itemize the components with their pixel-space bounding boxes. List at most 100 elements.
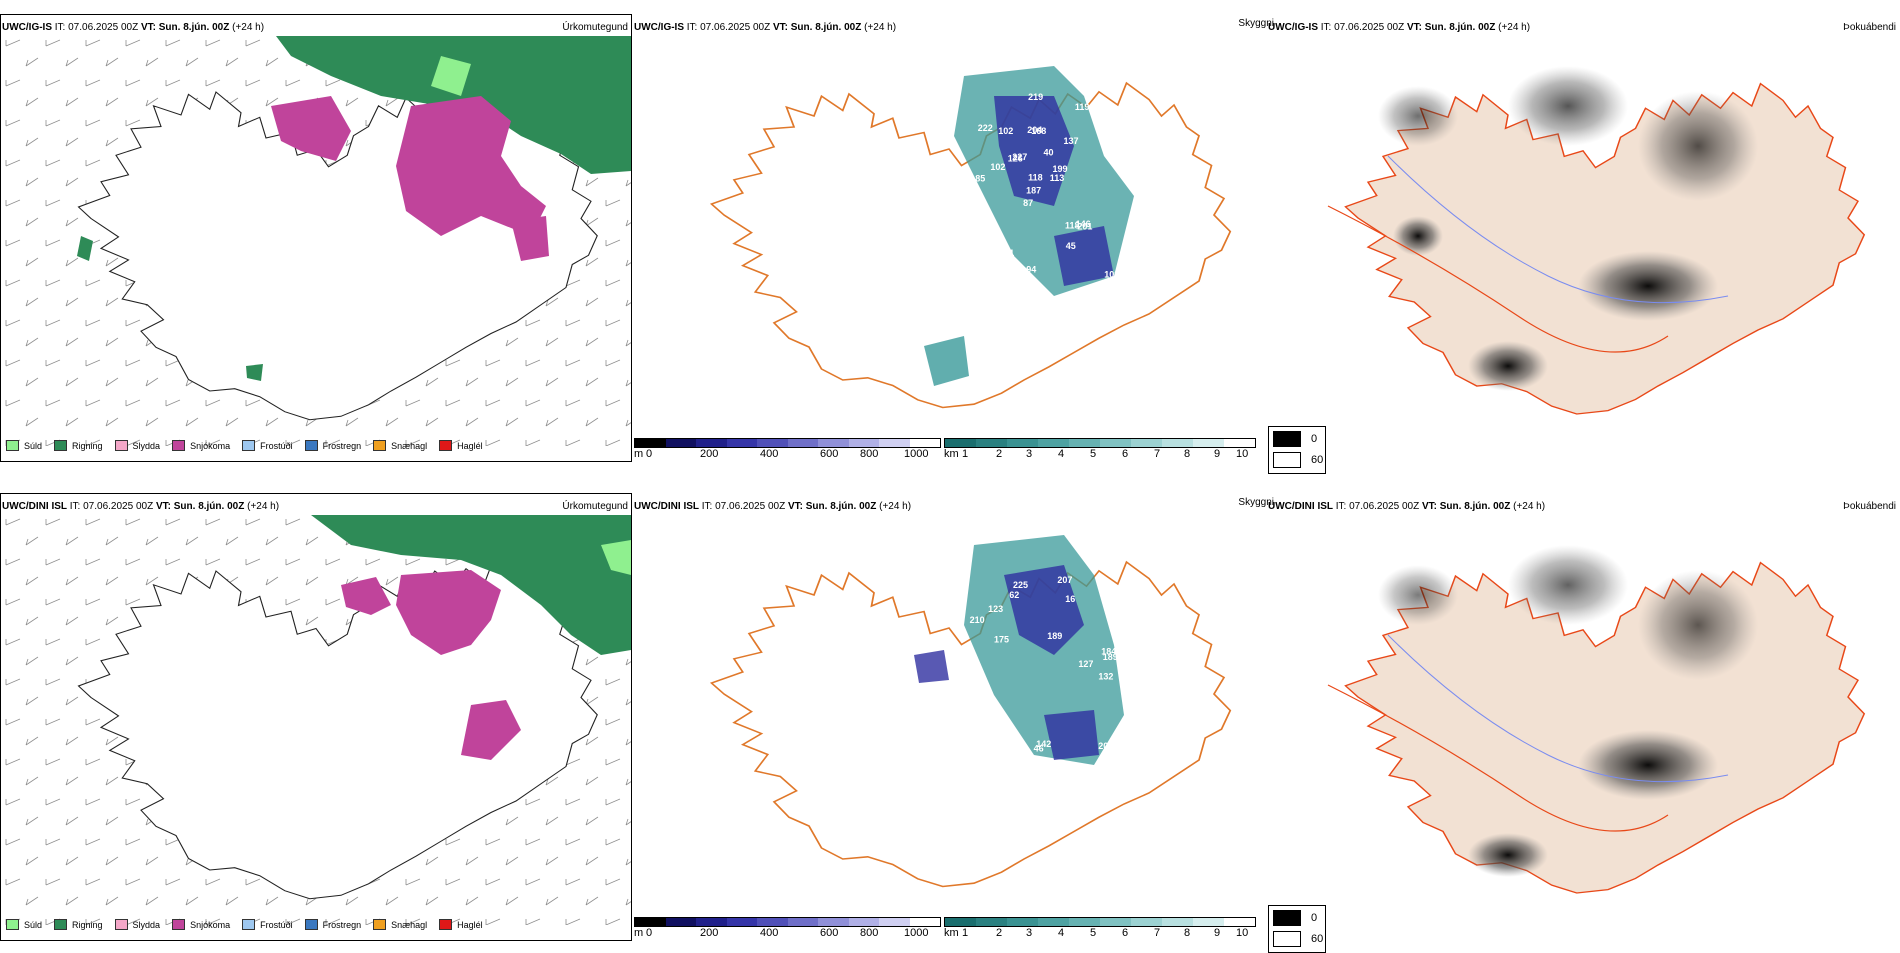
cloud-unit: m bbox=[634, 927, 644, 939]
tick-label: 9 bbox=[1214, 927, 1221, 939]
cloud-base-value: 96 bbox=[981, 249, 991, 259]
cloud-base-value: 222 bbox=[978, 123, 993, 133]
legend-item: Slydda bbox=[114, 440, 160, 451]
cloud-base-value: 220 bbox=[1093, 294, 1108, 304]
cloud-base-value: 123 bbox=[988, 604, 1003, 614]
snow-area-2 bbox=[271, 96, 351, 161]
drizzle-area bbox=[431, 56, 471, 96]
legend-item: Snæhagl bbox=[373, 919, 427, 930]
visibility-unit: km bbox=[944, 927, 959, 939]
visibility-kind-title: Skyggni bbox=[1238, 18, 1274, 29]
legend-item: Snæhagl bbox=[373, 440, 427, 451]
cloud-base-value: 94 bbox=[1026, 264, 1036, 274]
precip-map-frame bbox=[0, 493, 632, 941]
tick-label: 200 bbox=[700, 448, 719, 460]
tick-label: 800 bbox=[860, 927, 879, 939]
fog-legend: 0 60 bbox=[1268, 905, 1326, 953]
tick-label: 600 bbox=[820, 448, 839, 460]
cloud-base-value: 168 bbox=[1031, 126, 1046, 136]
tick-label: 4 bbox=[1058, 448, 1065, 460]
precip-legend: Súld Rigning Slydda Snjókoma Frostúði Fr… bbox=[6, 440, 495, 451]
cloud-base-value: 118 bbox=[1065, 220, 1080, 230]
cloud-base-value: 102 bbox=[1104, 269, 1119, 279]
snow-area bbox=[396, 96, 546, 236]
fog-map bbox=[1327, 545, 1865, 894]
cloud-base-value: 187 bbox=[1026, 186, 1041, 196]
cloud-base-value: 113 bbox=[1050, 173, 1065, 183]
fog-legend-max: 60 bbox=[1311, 454, 1324, 466]
tick-label: 6 bbox=[1122, 448, 1129, 460]
tick-label: 3 bbox=[1026, 448, 1033, 460]
panel-title: UWC/IG-IS IT: 07.06.2025 00Z VT: Sun. 8.… bbox=[2, 22, 265, 33]
cloud-base-value: 139 bbox=[994, 275, 1009, 285]
precip-legend: Súld Rigning Slydda Snjókoma Frostúði Fr… bbox=[6, 919, 495, 930]
cloud-base-value: 111 bbox=[1108, 756, 1122, 766]
tick-label: 2 bbox=[996, 927, 1003, 939]
tick-label: 400 bbox=[760, 927, 779, 939]
precip-kind-title: Úrkomutegund bbox=[562, 22, 628, 33]
precip-map-frame bbox=[0, 14, 632, 462]
cloud-base-value: 189 bbox=[1103, 652, 1118, 662]
cloud-base-value: 230 bbox=[1124, 166, 1139, 176]
fog-legend-min: 0 bbox=[1311, 912, 1318, 924]
tick-label: 10 bbox=[1236, 927, 1249, 939]
cloud-base-value: 189 bbox=[1047, 631, 1062, 641]
tick-label: 2 bbox=[996, 448, 1003, 460]
tick-label: 8 bbox=[1184, 927, 1191, 939]
cloud-base-value: 204 bbox=[1027, 125, 1042, 135]
legend-item: Frostúði bbox=[242, 440, 293, 451]
fog-legend-max: 60 bbox=[1311, 933, 1324, 945]
fog-panel-row1: UWC/IG-IS IT: 07.06.2025 00Z VT: Sun. 8.… bbox=[1268, 14, 1900, 474]
cloud-base-value: 87 bbox=[1023, 198, 1033, 208]
cloud-value-labels: 20 171 201 189 209 225 184 64 181 175 163 210 132 09 8… bbox=[970, 575, 1131, 791]
cloud-base-value: 131 bbox=[1022, 772, 1037, 782]
cloud-panel-row2: UWC/DINI ISL IT: 07.06.2025 00Z VT: Sun.… bbox=[634, 493, 1274, 943]
legend-item: Haglél bbox=[439, 440, 483, 451]
cloud-base-value: 119 bbox=[1075, 102, 1090, 112]
legend-item: Frostregn bbox=[304, 919, 361, 930]
cloud-base-value: 146 bbox=[1117, 154, 1132, 164]
cloud-base-value: 45 bbox=[1066, 241, 1076, 251]
precip-kind-title: Úrkomutegund bbox=[562, 501, 628, 512]
cloud-base-value: 80 bbox=[970, 299, 980, 309]
visibility-kind-title: Skyggni bbox=[1238, 497, 1274, 508]
legend-item: Snjókoma bbox=[172, 919, 230, 930]
cloud-base-value: 102 bbox=[990, 162, 1005, 172]
cloud-base-value: 09 bbox=[1024, 782, 1034, 792]
tick-label: 8 bbox=[1184, 448, 1191, 460]
tick-label: 5 bbox=[1090, 927, 1097, 939]
cloud-base-value: 99 bbox=[969, 285, 979, 295]
panel-title: UWC/DINI ISL IT: 07.06.2025 00Z VT: Sun.… bbox=[634, 501, 912, 512]
tick-label: 800 bbox=[860, 448, 879, 460]
cloud-base-value: 201 bbox=[1113, 751, 1128, 761]
tick-label: 0 bbox=[646, 927, 653, 939]
tick-label: 200 bbox=[700, 927, 719, 939]
legend-item: Frostúði bbox=[242, 919, 293, 930]
cloud-base-value: 137 bbox=[1064, 136, 1079, 146]
tick-label: 9 bbox=[1214, 448, 1221, 460]
cloud-base-value: 42 bbox=[983, 298, 993, 308]
panel-title: UWC/IG-IS IT: 07.06.2025 00Z VT: Sun. 8.… bbox=[634, 22, 897, 33]
fog-kind-title: Þokuábendi bbox=[1843, 22, 1896, 33]
cloud-base-value: 62 bbox=[1009, 590, 1019, 600]
cloud-map: 20 171 201 189 209 225 184 64 181 175 163 210 132 09 8… bbox=[710, 535, 1232, 888]
tick-label: 6 bbox=[1122, 927, 1129, 939]
cloud-base-value: 259 bbox=[1109, 146, 1124, 156]
cloud-base-value: 59 bbox=[973, 689, 983, 699]
tick-label: 1 bbox=[962, 448, 969, 460]
precip-map bbox=[1, 36, 631, 446]
tick-label: 5 bbox=[1090, 448, 1097, 460]
cloud-base-value: 85 bbox=[975, 174, 985, 184]
legend-item: Snjókoma bbox=[172, 440, 230, 451]
cloud-base-value: 210 bbox=[970, 615, 985, 625]
legend-item: Haglél bbox=[439, 919, 483, 930]
cloud-base-value: 132 bbox=[1098, 671, 1113, 681]
cloud-base-value: 227 bbox=[1012, 152, 1027, 162]
cloud-base-value: 40 bbox=[1044, 148, 1054, 158]
cloud-unit: m bbox=[634, 448, 644, 460]
cloud-base-value: 175 bbox=[994, 634, 1009, 644]
cloud-base-value: 571 bbox=[999, 248, 1014, 258]
legend-item: Súld bbox=[6, 440, 42, 451]
cloud-base-value: 225 bbox=[1013, 580, 1028, 590]
cloud-base-value: 181 bbox=[1108, 586, 1123, 596]
